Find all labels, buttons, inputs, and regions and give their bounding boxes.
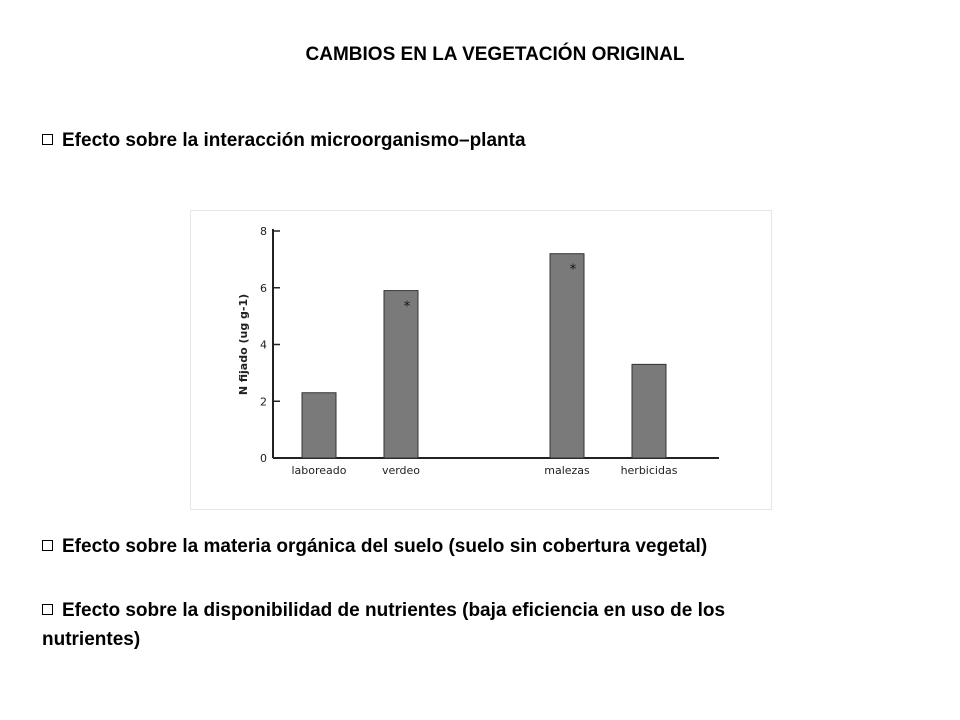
y-tick-label: 6 <box>260 282 267 295</box>
bar-laboreado <box>301 392 337 459</box>
bar-chart-svg: 0 2 4 6 8 N fijado (ug g-1) laboreado * verdeo * m… <box>237 225 719 477</box>
bar-herbicidas <box>631 363 667 459</box>
bullet-text: Efecto sobre la disponibilidad de nutrie… <box>42 600 726 650</box>
y-tick-label: 4 <box>260 339 267 352</box>
checkbox-bullet-icon <box>42 604 53 615</box>
bar-verdeo <box>383 290 419 459</box>
x-tick-label: laboreado <box>291 464 346 477</box>
y-axis-label: N fijado (ug g-1) <box>237 294 250 395</box>
checkbox-bullet-icon <box>42 134 53 145</box>
significance-marker: * <box>404 300 411 315</box>
bullet-organic-matter: Efecto sobre la materia orgánica del sue… <box>42 532 742 561</box>
x-tick-label: herbicidas <box>621 464 678 477</box>
bullet-text: Efecto sobre la materia orgánica del sue… <box>62 536 708 557</box>
x-tick-label: malezas <box>544 464 590 477</box>
y-tick-label: 2 <box>260 395 267 408</box>
bar-malezas <box>549 253 585 459</box>
checkbox-bullet-icon <box>42 540 53 551</box>
significance-marker: * <box>570 263 577 278</box>
y-tick-label: 8 <box>260 225 267 238</box>
bullet-text: Efecto sobre la interacción microorganis… <box>62 130 526 151</box>
slide-title: CAMBIOS EN LA VEGETACIÓN ORIGINAL <box>305 44 685 65</box>
bullet-microorganism-plant: Efecto sobre la interacción microorganis… <box>42 126 526 155</box>
x-tick-label: verdeo <box>382 464 420 477</box>
bar-chart: 0 2 4 6 8 N fijado (ug g-1) laboreado * verdeo * m… <box>190 210 772 510</box>
y-tick-label: 0 <box>260 452 267 465</box>
bullet-nutrient-availability: Efecto sobre la disponibilidad de nutrie… <box>42 596 762 654</box>
